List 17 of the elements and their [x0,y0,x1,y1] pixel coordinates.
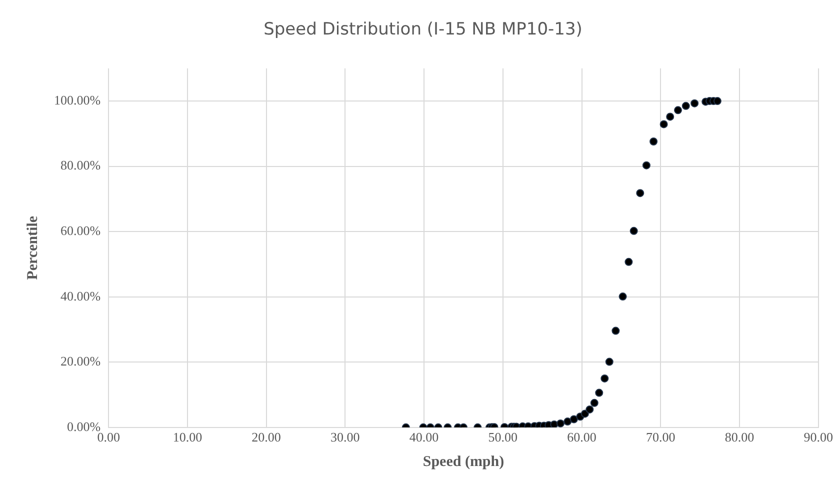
x-tick-label: 50.00 [488,430,518,445]
x-tick-label: 20.00 [252,430,281,445]
chart-title: Speed Distribution (I-15 NB MP10-13) [264,20,582,40]
x-tick-label: 90.00 [804,430,833,445]
y-tick-label: 40.00% [60,288,101,304]
y-axis-title: Percentile [24,216,41,280]
x-tick-label: 80.00 [724,430,754,445]
x-tick-label: 40.00 [409,430,439,445]
y-tick-label: 60.00% [60,223,101,238]
y-tick-label: 100.00% [54,92,101,108]
x-axis-title: Speed (mph) [422,454,504,470]
x-tick-label: 10.00 [172,430,202,445]
y-tick-label: 20.00% [60,354,101,369]
y-tick-label: 80.00% [60,158,101,173]
x-tick-label: 30.00 [330,430,360,445]
x-tick-label: 60.00 [567,430,596,445]
x-tick-label: 70.00 [646,430,676,445]
